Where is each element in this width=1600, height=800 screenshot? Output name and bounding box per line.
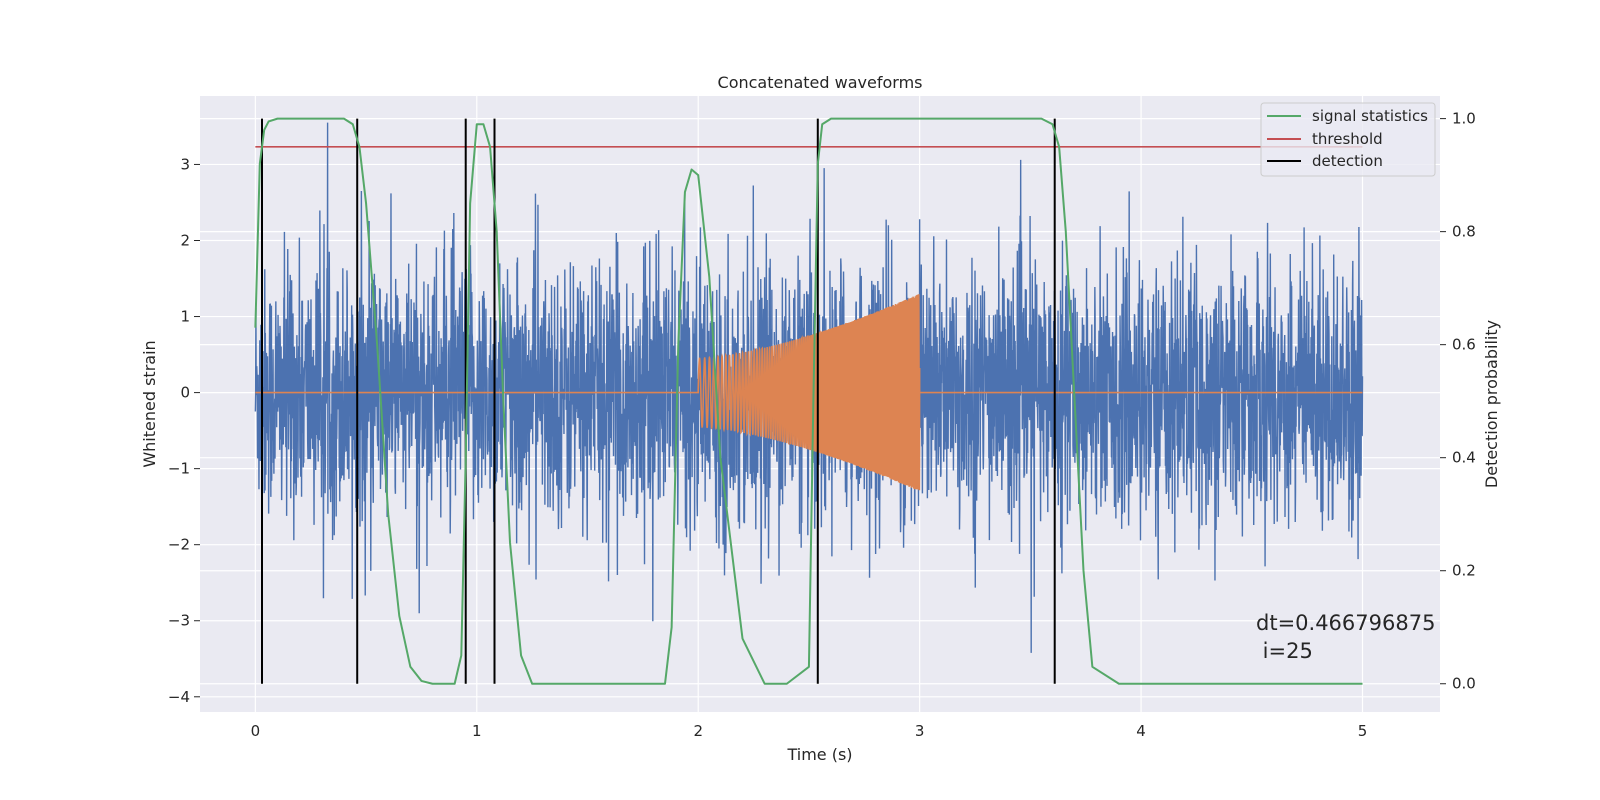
x-tick-label: 1 [472, 722, 482, 740]
x-tick-label: 2 [693, 722, 703, 740]
annotation-dt: dt=0.466796875 [1256, 611, 1435, 635]
chart-title: Concatenated waveforms [718, 73, 923, 92]
injection-chirp-line [255, 294, 1363, 491]
x-tick-label: 3 [915, 722, 925, 740]
y-left-tick-label: −1 [168, 460, 190, 478]
y-right-tick-label: 1.0 [1452, 110, 1476, 128]
y-right-tick-label: 0.0 [1452, 675, 1476, 693]
x-ticks: 0 1 2 3 4 5 [251, 722, 1368, 740]
x-tick-label: 5 [1358, 722, 1368, 740]
y-left-tick-label: 2 [180, 231, 190, 249]
series-layer [254, 117, 1364, 685]
y-left-tick-label: 0 [180, 384, 190, 402]
legend-label-threshold: threshold [1312, 130, 1383, 148]
y-axis-label-left: Whitened strain [140, 340, 159, 467]
legend: signal statistics threshold detection [1260, 102, 1436, 177]
legend-label-detection: detection [1312, 152, 1383, 170]
y-axis-label-right: Detection probability [1482, 320, 1501, 488]
x-axis-label: Time (s) [786, 745, 852, 764]
x-tick-label: 4 [1136, 722, 1146, 740]
x-tick-label: 0 [251, 722, 261, 740]
legend-box [1260, 102, 1436, 177]
y-left-tick-label: −4 [168, 688, 190, 706]
y-left-tick-label: −3 [168, 612, 190, 630]
y-right-tick-label: 0.4 [1452, 449, 1476, 467]
y-left-tick-label: 3 [180, 155, 190, 173]
y-left-tick-label: −2 [168, 536, 190, 554]
y-left-tick-label: 1 [180, 308, 190, 326]
y-right-tick-label: 0.6 [1452, 336, 1476, 354]
right-ticks: 0.0 0.2 0.4 0.6 0.8 1.0 [1440, 110, 1476, 693]
signal-statistics-line [254, 117, 1363, 685]
annotation-i: i=25 [1256, 639, 1313, 663]
legend-label-signal-statistics: signal statistics [1312, 107, 1428, 125]
left-ticks: −4 −3 −2 −1 0 1 2 3 [168, 155, 200, 706]
y-right-tick-label: 0.2 [1452, 562, 1476, 580]
y-right-tick-label: 0.8 [1452, 223, 1476, 241]
